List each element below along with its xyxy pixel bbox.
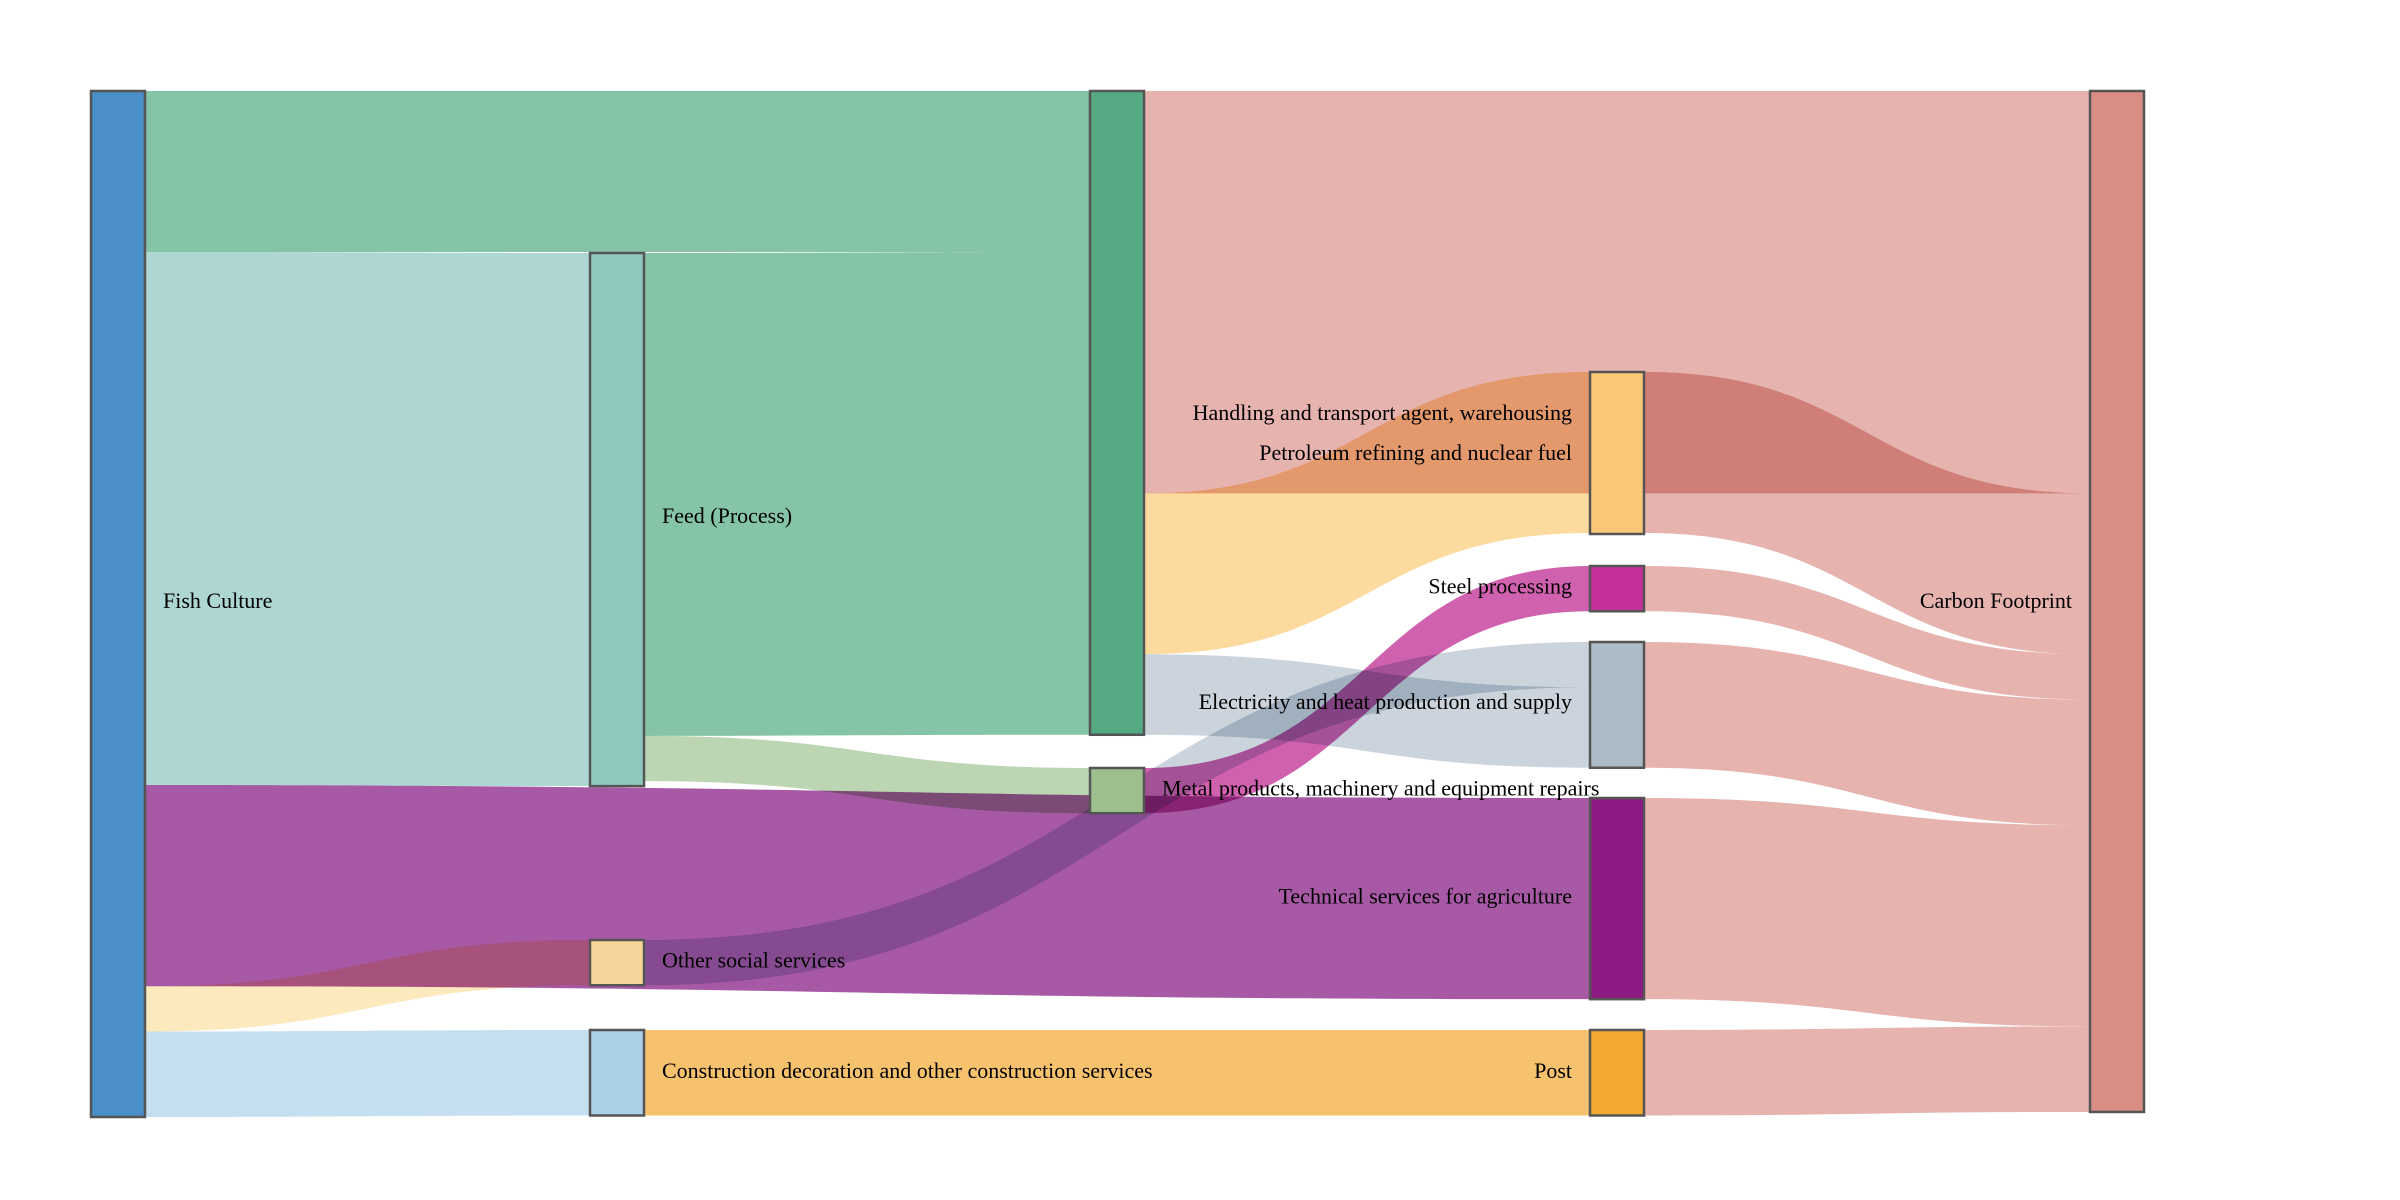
sankey-links (145, 91, 2090, 1117)
link-technical-services-to-carbon-footprint (1644, 798, 2090, 1027)
link-steel-processing-to-carbon-footprint (1644, 566, 2090, 700)
node-feed-process (588, 251, 646, 788)
label-feed-process: Feed (Process) (662, 503, 792, 528)
link-fish-culture-to-feed-sink (145, 91, 1090, 252)
node-steel-processing (1588, 564, 1646, 613)
label-other-social-services: Other social services (662, 948, 845, 973)
label-construction-decoration: Construction decoration and other constr… (662, 1058, 1153, 1083)
node-electricity-heat (1588, 640, 1646, 769)
label-steel-processing: Steel processing (1428, 574, 1572, 599)
node-post (1588, 1028, 1646, 1117)
node-handling-transport (1588, 370, 1646, 536)
label-petroleum-refining: Petroleum refining and nuclear fuel (1259, 440, 1572, 465)
link-fish-culture-to-construction-decoration (145, 1030, 590, 1117)
link-electricity-heat-to-carbon-footprint (1644, 642, 2090, 826)
node-other-social-services (588, 938, 646, 987)
node-feed-sink (1088, 89, 1146, 737)
sankey-labels: Fish Culture Feed (Process) Other social s… (163, 400, 2072, 1083)
node-metal-products (1088, 766, 1146, 815)
link-feed-process-to-metal-products (644, 735, 1090, 814)
link-feed-process-to-feed-sink (644, 251, 1090, 736)
node-construction-decoration (588, 1028, 646, 1117)
link-feed-sink-to-handling-transport (1144, 372, 1590, 655)
link-fish-culture-to-feed-process (145, 251, 590, 787)
link-handling-transport-to-carbon-footprint (1644, 372, 2090, 655)
sankey-nodes (89, 89, 2146, 1119)
label-metal-products: Metal products, machinery and equipment … (1162, 776, 1599, 801)
node-carbon-footprint (2088, 89, 2146, 1114)
label-technical-services: Technical services for agriculture (1279, 884, 1572, 909)
label-carbon-footprint: Carbon Footprint (1920, 588, 2072, 613)
link-feed-sink-to-carbon-footprint (1144, 91, 2090, 494)
link-post-to-carbon-footprint (1644, 1026, 2090, 1116)
label-fish-culture: Fish Culture (163, 588, 272, 613)
label-electricity-heat: Electricity and heat production and supp… (1199, 689, 1572, 714)
label-handling-transport: Handling and transport agent, warehousin… (1193, 400, 1572, 425)
node-fish-culture (89, 89, 147, 1119)
link-fish-culture-to-other-social-services (145, 940, 590, 1032)
link-construction-decoration-to-post (644, 1030, 1590, 1116)
label-post: Post (1534, 1058, 1572, 1083)
link-metal-products-to-steel-processing (1144, 566, 1590, 814)
node-technical-services (1588, 796, 1646, 1001)
